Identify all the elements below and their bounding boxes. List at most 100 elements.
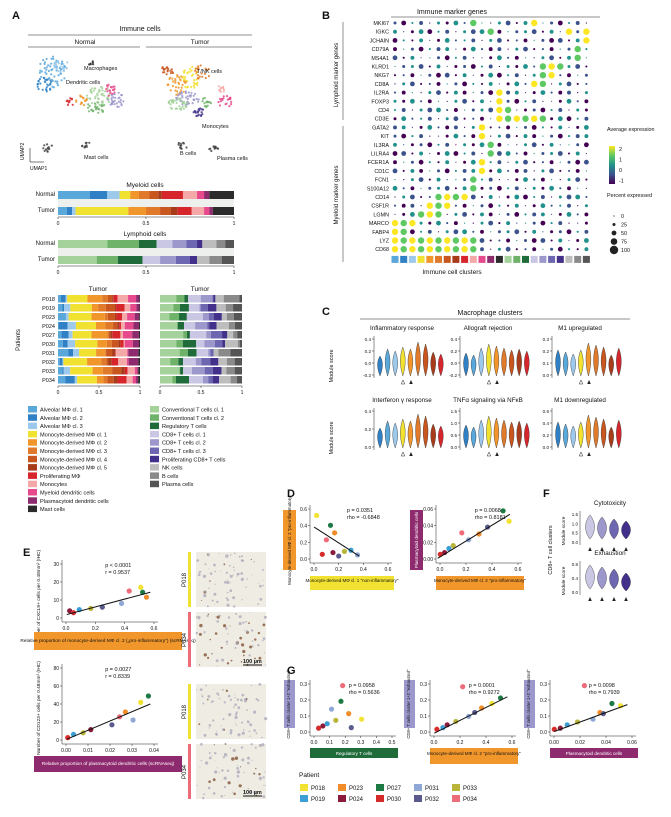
dotplot-dot [394,179,396,181]
dotplot-dot [559,169,562,172]
ihc-cell [203,733,207,737]
dotplot-dot [464,126,466,128]
dotplot-dot [575,177,581,183]
dotplot-dot [428,186,432,190]
umap-point [63,77,66,80]
patient-myeloid-segment [116,313,123,321]
dotplot-dot [531,19,538,27]
cluster-swatch [408,255,416,263]
ihc-cell [261,743,265,747]
umap-point [40,75,43,79]
dotplot-dot [577,92,579,94]
f-arrow [612,547,616,551]
dotplot-dot [541,143,544,146]
gene-label: MS4A1 [371,56,389,62]
scatter-point [581,683,588,689]
dotplot-dot [505,151,511,156]
ihc-cell [242,654,245,657]
ihc-cell [237,733,241,737]
dotplot-dot [497,151,502,156]
dotplot-dot [524,230,527,233]
ihc-cell [236,774,240,778]
dotplot-dot [427,229,432,234]
dotplot-dot [583,28,590,35]
dotplot-dot [585,22,588,24]
d-right-ylabel-box [410,510,423,570]
legend-label: Monocyte-derived MΦ cl. 4 [40,457,107,463]
dotplot-dot [446,83,448,85]
patient-myeloid-segment [112,295,114,303]
ihc-cell [255,698,258,700]
umap-point [62,69,66,72]
myeloid-tumor-segment [58,207,67,215]
dotplot-dot [497,160,502,165]
dotplot-dot [394,196,396,198]
scatter-ytick-label: 60 [53,684,59,690]
umap-point [52,57,55,61]
scatter-xtick-label: 0.00 [61,748,71,754]
legend-label: Monocyte-derived MΦ cl. 1 [40,432,107,438]
violin-title: Macrophage clusters [458,310,523,317]
violin [516,420,522,449]
violin [600,346,607,377]
dotplot-dot [507,48,509,50]
umap-point [181,96,184,99]
umap-point [202,97,205,100]
ihc-cell [244,699,247,703]
dotplot-dot [524,205,527,207]
scatter-ytick-label: 20 [53,720,59,726]
ihc-cell [237,706,241,710]
dotplot-dot [480,178,484,181]
dotplot-dot [481,57,483,59]
lymphoid-normal-segment [138,240,157,248]
umap-point [230,100,233,103]
patient-lymphoid-segment [176,322,178,330]
dotplot-dot [393,160,397,165]
patient-myeloid-segment [65,295,68,303]
dotplot-dot [506,221,511,226]
patient-myeloid-segment [68,349,74,357]
umap-point [229,97,232,100]
umap-point [177,82,181,86]
dotplot-dot [548,63,555,70]
ihc-cell [247,787,250,790]
dotplot-dot [455,161,457,163]
patient-lymphoid-segment [160,349,180,357]
dotplot-dot [426,237,433,244]
dotplot-dot [410,98,415,104]
legend-swatch [28,447,37,454]
patient-id: P023 [42,315,55,321]
dotplot-dot [523,194,528,200]
e-bottom-ylabel: Number of CD123+ cells per 0.48mm² (IHC) [36,661,42,755]
umap-point [195,71,198,74]
scatter-xtick-label: 0.4 [373,740,380,746]
dotplot-dot [480,212,484,217]
ihc-cell [208,727,210,729]
regression-line [437,513,511,559]
umap-point [207,75,210,78]
ihc-cell [215,616,217,618]
scatter-stat-p: p = 0.0098 [589,683,615,689]
dotplot-dot [524,57,527,59]
ihc-cell [223,794,225,796]
dotplot-dot [567,135,571,138]
dotplot-dot [549,142,554,147]
ihc-cell [247,756,250,760]
ihc-cell [241,721,244,724]
dotplot-dot [401,151,407,156]
dotplot-dot [480,229,484,234]
dotplot-dot [446,108,449,112]
dotplot-dot [437,152,440,155]
dotplot-dot [411,39,414,42]
dotplot-dot [559,187,562,190]
umap-point [230,103,233,106]
dotplot-dot [490,118,492,120]
patient-myeloid-segment [128,358,139,366]
gene-label: GATA2 [372,125,389,131]
ihc-cell [233,706,235,708]
ihc-cell [208,568,210,570]
patient-myeloid-segment [58,331,62,339]
scatter-xtick-label: 0.4 [121,626,128,632]
